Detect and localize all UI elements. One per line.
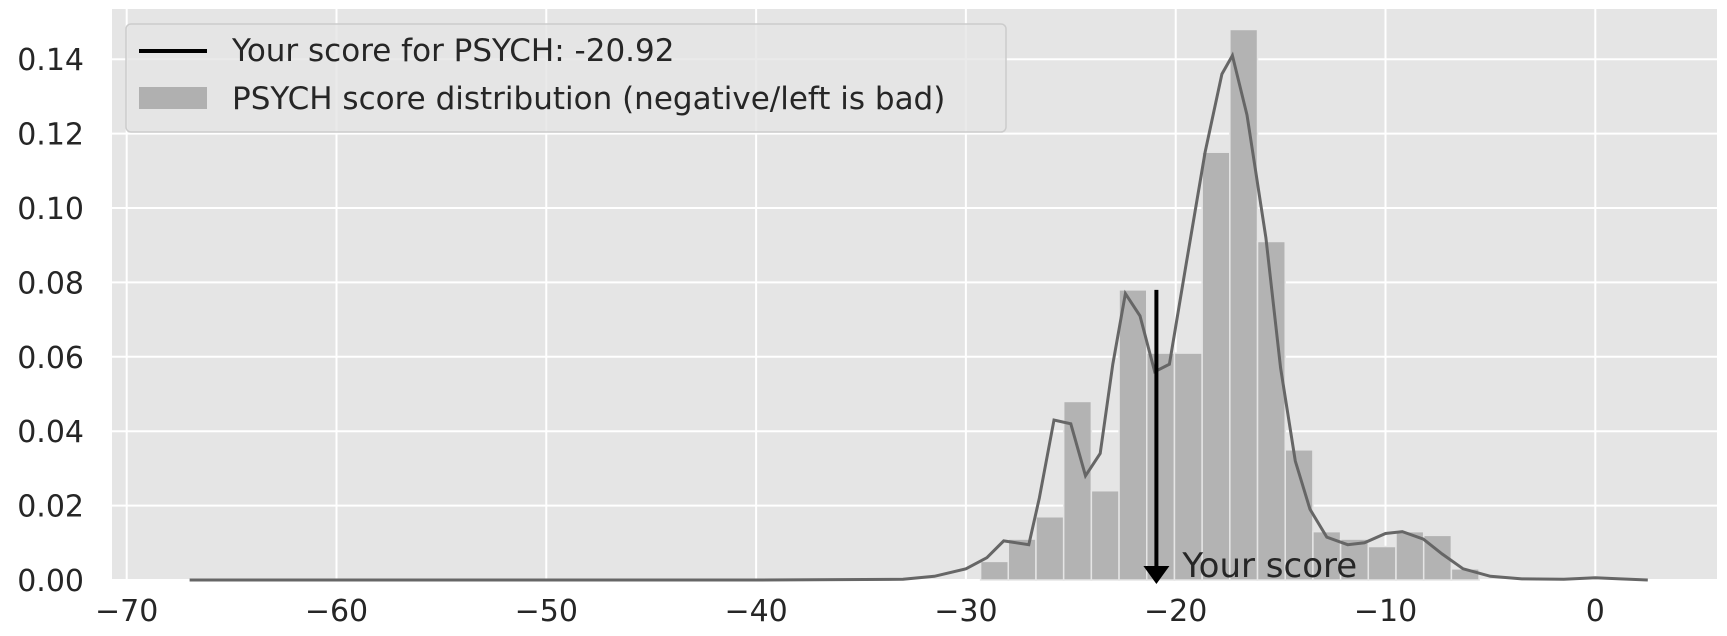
y-tick-label: 0.10 bbox=[17, 192, 84, 227]
x-tick-label: −20 bbox=[1144, 594, 1207, 629]
histogram-bar bbox=[1118, 289, 1148, 581]
histogram-bars bbox=[979, 28, 1480, 581]
y-tick-label: 0.08 bbox=[17, 266, 84, 301]
your-score-annotation: Your score bbox=[1181, 546, 1357, 586]
histogram-bar bbox=[1146, 352, 1176, 581]
histogram-bar bbox=[1007, 538, 1037, 581]
x-tick-label: −70 bbox=[95, 594, 158, 629]
y-tick-label: 0.00 bbox=[17, 564, 84, 599]
histogram-bar bbox=[1229, 28, 1259, 581]
legend-label-distribution: PSYCH score distribution (negative/left … bbox=[232, 81, 945, 117]
histogram-bar bbox=[1367, 545, 1397, 581]
histogram-bar bbox=[1201, 151, 1231, 581]
histogram-bar bbox=[1173, 352, 1203, 581]
x-tick-label: 0 bbox=[1586, 594, 1605, 629]
histogram-bar bbox=[1256, 240, 1286, 581]
y-tick-label: 0.12 bbox=[17, 118, 84, 153]
legend-box bbox=[125, 23, 1007, 133]
x-tick-label: −10 bbox=[1354, 594, 1417, 629]
y-tick-label: 0.14 bbox=[17, 43, 84, 78]
score-marker bbox=[1143, 289, 1170, 584]
kde-curve bbox=[189, 51, 1648, 582]
legend-patch-swatch bbox=[139, 87, 207, 109]
y-tick-label: 0.06 bbox=[17, 341, 84, 376]
x-tick-label: −60 bbox=[305, 594, 368, 629]
histogram-bar bbox=[979, 560, 1010, 581]
legend: Your score for PSYCH: -20.92 PSYCH score… bbox=[125, 23, 1007, 133]
histogram-bar bbox=[1035, 516, 1065, 581]
x-axis-ticks: −70 −60 −50 −40 −30 −20 −10 0 bbox=[95, 594, 1605, 629]
y-tick-label: 0.02 bbox=[17, 490, 84, 525]
histogram-bar bbox=[1395, 530, 1425, 581]
histogram-bar bbox=[1339, 538, 1370, 581]
x-tick-label: −40 bbox=[724, 594, 787, 629]
score-marker-arrowhead bbox=[1143, 566, 1170, 584]
x-tick-label: −30 bbox=[934, 594, 997, 629]
x-tick-label: −50 bbox=[515, 594, 578, 629]
legend-label-score: Your score for PSYCH: -20.92 bbox=[231, 33, 674, 69]
histogram-bar bbox=[1090, 489, 1120, 581]
y-axis-ticks: 0.00 0.02 0.04 0.06 0.08 0.10 0.12 0.14 bbox=[17, 43, 84, 599]
y-tick-label: 0.04 bbox=[17, 415, 84, 450]
histogram-bar bbox=[1062, 400, 1093, 581]
